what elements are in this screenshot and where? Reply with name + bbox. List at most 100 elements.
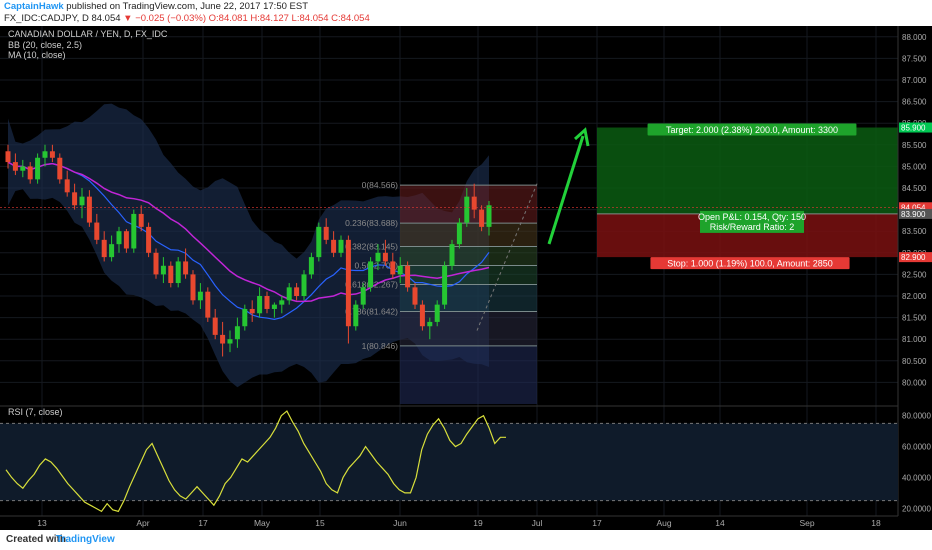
candle-body (57, 157, 63, 180)
header-bar: CaptainHawk published on TradingView.com… (0, 0, 932, 26)
candle-body (220, 334, 226, 344)
candle-body (153, 252, 159, 275)
candle-body (190, 274, 196, 301)
candle-body (123, 231, 129, 249)
candle-body (405, 265, 411, 288)
price-label: 85.900 (901, 124, 926, 133)
candle-body (264, 296, 270, 309)
last-price: 84.054 (91, 13, 121, 24)
time-tick-label: Aug (656, 518, 671, 528)
price-tick-label: 87.500 (902, 54, 927, 63)
price-tick-label: 85.000 (902, 162, 927, 171)
candle-body (101, 239, 107, 258)
rsi-tick-label: 40.0000 (902, 473, 931, 482)
price-label: 84.054 (901, 203, 926, 212)
created-with-label: Created with (6, 534, 67, 545)
target-zone (597, 127, 898, 214)
rsi-line (5, 410, 506, 513)
price-tick-label: 84.500 (902, 184, 927, 193)
candle-body (205, 291, 211, 318)
rsi-tick-label: 20.0000 (902, 504, 931, 513)
candle-body (397, 265, 403, 275)
fib-level-label: 0.382(83.145) (345, 242, 398, 252)
candle-body (294, 287, 300, 296)
candle-body (35, 157, 41, 180)
arrow-head (573, 127, 590, 147)
candle-body (390, 261, 396, 275)
price-tick-label: 81.000 (902, 335, 927, 344)
rsi-tick-label: 60.0000 (902, 443, 931, 452)
price-tick-label: 86.500 (902, 98, 927, 107)
candle-body (368, 261, 374, 288)
price-tick-label: 87.000 (902, 76, 927, 85)
candle-body (146, 226, 152, 253)
price-label-bg (899, 208, 932, 219)
candle-body (109, 244, 115, 258)
price-tick-label: 88.000 (902, 33, 927, 42)
price-change: ▼ −0.025 (−0.03%) (123, 13, 206, 24)
candle-body (234, 326, 240, 340)
chart-area[interactable]: 0(84.566) 0.236(83.688) 0.382(83.145) 0.5(8… (0, 26, 932, 530)
fib-level-label: 1(80.846) (362, 341, 399, 351)
candle-body (79, 196, 85, 206)
price-tick-label: 82.500 (902, 270, 927, 279)
candle-body (427, 321, 433, 327)
publish-info: published on TradingView.com, June 22, 2… (66, 1, 309, 12)
candle-body (138, 213, 144, 227)
candle-body (471, 196, 477, 210)
candle-body (257, 296, 263, 314)
candle-body (382, 252, 388, 262)
stop-label: Stop: 1.000 (1.19%) 100.0, Amount: 2850 (667, 259, 833, 269)
fib-level-label: 0.786(81.642) (345, 306, 398, 316)
footer-bar: Created with TradingView (0, 530, 932, 550)
price-chart[interactable]: 0(84.566)0.236(83.688)0.382(83.145)0.5(8… (0, 26, 932, 530)
candle-body (86, 196, 92, 223)
stop-label-bg (650, 257, 850, 270)
arrow-shaft (547, 135, 585, 245)
price-tick-label: 81.500 (902, 314, 927, 323)
candle-body (131, 213, 137, 249)
indicator-label: MA (10, close) (8, 50, 66, 60)
pnl-label: Open P&L: 0.154, Qty: 150 (698, 212, 806, 222)
rsi-label: RSI (7, close) (8, 407, 63, 417)
publish-line: CaptainHawk published on TradingView.com… (4, 1, 308, 13)
pnl-box (700, 210, 804, 233)
time-tick-label: Jul (532, 518, 543, 528)
candle-body (301, 274, 307, 296)
price-tick-label: 80.000 (902, 378, 927, 387)
fib-trend-line (476, 183, 538, 331)
fib-extension-zone (400, 345, 537, 404)
candle-body (183, 261, 189, 275)
candle-body (331, 239, 337, 253)
fib-zone-0.5 (400, 265, 537, 285)
candle-body (479, 209, 485, 227)
rr-label: Risk/Reward Ratio: 2 (710, 222, 795, 232)
ohlc-values: O:84.081 H:84.127 L:84.054 C:84.054 (208, 13, 370, 24)
candle-body (175, 261, 181, 284)
time-tick-label: 14 (715, 518, 725, 528)
candle-body (271, 304, 277, 309)
candle-body (94, 222, 100, 240)
time-tick-label: 15 (315, 518, 325, 528)
tradingview-logo[interactable]: TradingView (56, 534, 115, 545)
candle-body (42, 151, 48, 158)
candle-body (323, 226, 329, 240)
candle-body (116, 231, 122, 245)
indicator-label: BB (20, close, 2.5) (8, 40, 82, 50)
candle-body (49, 151, 55, 158)
fib-level-label: 0.236(83.688) (345, 218, 398, 228)
chart-title: CANADIAN DOLLAR / YEN, D, FX_IDC (8, 29, 168, 39)
candle-body (197, 291, 203, 301)
candle-body (249, 308, 255, 314)
author-link[interactable]: CaptainHawk (4, 1, 64, 12)
candle-body (464, 196, 470, 223)
candle-body (279, 300, 285, 305)
candle-body (20, 166, 26, 171)
time-tick-label: Jun (393, 518, 407, 528)
price-label-bg (899, 122, 932, 133)
price-tick-label: 85.500 (902, 141, 927, 150)
price-label-bg (899, 252, 932, 263)
rsi-tick-label: 80.0000 (902, 412, 931, 421)
candle-body (442, 265, 448, 305)
time-tick-label: 19 (473, 518, 483, 528)
